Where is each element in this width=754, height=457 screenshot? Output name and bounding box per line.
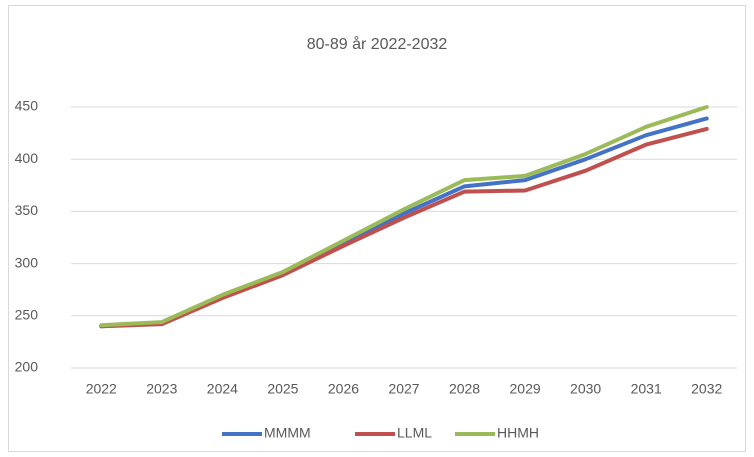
y-tick-label: 450 bbox=[15, 98, 39, 114]
legend-label: HHMH bbox=[497, 425, 539, 441]
x-tick-label: 2024 bbox=[207, 381, 238, 397]
x-tick-label: 2025 bbox=[267, 381, 298, 397]
x-tick-label: 2022 bbox=[86, 381, 117, 397]
x-tick-label: 2031 bbox=[631, 381, 662, 397]
x-tick-label: 2027 bbox=[388, 381, 419, 397]
chart-title: 80-89 år 2022-2032 bbox=[307, 35, 448, 53]
series-line bbox=[99, 126, 709, 329]
y-tick-label: 250 bbox=[15, 307, 39, 323]
y-tick-label: 300 bbox=[15, 254, 39, 270]
y-tick-label: 200 bbox=[15, 359, 39, 375]
x-tick-label: 2026 bbox=[328, 381, 359, 397]
legend-label: LLML bbox=[397, 425, 432, 441]
series-line bbox=[99, 105, 709, 328]
x-tick-label: 2029 bbox=[510, 381, 541, 397]
x-tick-label: 2032 bbox=[691, 381, 722, 397]
y-tick-label: 400 bbox=[15, 150, 39, 166]
x-tick-label: 2028 bbox=[449, 381, 480, 397]
x-tick-label: 2030 bbox=[570, 381, 601, 397]
x-tick-label: 2023 bbox=[146, 381, 177, 397]
legend-label: MMMM bbox=[264, 425, 311, 441]
y-tick-label: 350 bbox=[15, 202, 39, 218]
